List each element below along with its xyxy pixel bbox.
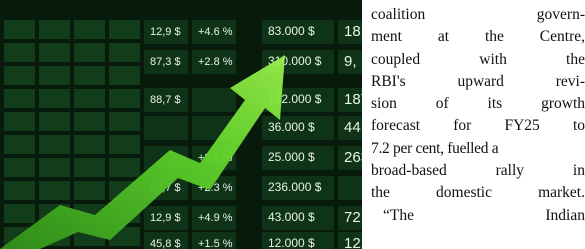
board-cell: [39, 158, 70, 177]
board-cell: [4, 112, 35, 131]
board-value: 43.000 $: [268, 210, 315, 224]
board-value: +2.8 %: [198, 56, 233, 68]
board-value: 9,: [344, 53, 357, 70]
board-cell: [74, 181, 105, 200]
board-value: 44,: [344, 119, 362, 136]
board-value: 236.000 $: [268, 180, 322, 194]
board-cell: [4, 43, 35, 62]
board-cell: [74, 158, 105, 177]
board-cell: [4, 158, 35, 177]
board-cell: [4, 66, 35, 85]
article-line: sion of its growth: [371, 93, 585, 115]
board-value: 12,9 $: [150, 212, 181, 224]
board-cell: [39, 66, 70, 85]
article-line: broad-based rally in: [371, 160, 585, 182]
board-cell: [192, 88, 236, 112]
board-value: 45,8 $: [150, 238, 181, 249]
board-cell: [109, 135, 140, 154]
board-cell: [4, 204, 35, 223]
board-value: 72,: [344, 209, 362, 226]
board-cell: [39, 181, 70, 200]
board-value: 25.000 $: [268, 150, 315, 164]
board-cell: [39, 89, 70, 108]
board-cell: [39, 43, 70, 62]
board-value: 187,: [344, 91, 362, 108]
article-line: 7.2 per cent, fuelled a: [371, 138, 585, 160]
board-cell: [74, 135, 105, 154]
article-line: coupled with the: [371, 49, 585, 71]
board-cell: [109, 20, 140, 39]
board-cell: [4, 181, 35, 200]
board-cell: [4, 20, 35, 39]
board-value: 88,7 $: [150, 94, 181, 106]
article-column: coalition govern-ment at the Centre,coup…: [371, 4, 585, 227]
article-line: RBI's upward revi-: [371, 71, 585, 93]
article-line: ment at the Centre,: [371, 26, 585, 48]
board-cell: [39, 135, 70, 154]
board-value: 36.000 $: [268, 120, 315, 134]
board-value: 18,: [344, 23, 362, 40]
board-cell: [144, 116, 188, 140]
board-value: 12.000 $: [268, 236, 315, 249]
board-value: 87,3 $: [150, 56, 181, 68]
board-value: +4.9 %: [198, 212, 233, 224]
board-cell: [74, 112, 105, 131]
board-cell: [4, 135, 35, 154]
board-value: 121,: [344, 235, 362, 249]
board-cell: [109, 89, 140, 108]
article-line: coalition govern-: [371, 4, 585, 26]
board-value: +4.6 %: [198, 26, 233, 38]
page: 12,9 $+4.6 %83.000 $18,87,3 $+2.8 %310.0…: [0, 0, 585, 249]
board-cell: [74, 89, 105, 108]
board-cell: [109, 158, 140, 177]
article-line: “The Indian: [371, 205, 585, 227]
board-cell: [39, 20, 70, 39]
stock-board-image: 12,9 $+4.6 %83.000 $18,87,3 $+2.8 %310.0…: [0, 0, 362, 249]
article-line: the domestic market.: [371, 182, 585, 204]
board-value: 12,9 $: [150, 26, 181, 38]
board-cell: [74, 43, 105, 62]
board-cell: [39, 112, 70, 131]
board-cell: [74, 20, 105, 39]
board-cell: [338, 176, 362, 200]
board-cell: [109, 43, 140, 62]
board-cell: [109, 112, 140, 131]
board-cell: [74, 66, 105, 85]
board-cell: [4, 89, 35, 108]
article-line: forecast for FY25 to: [371, 115, 585, 137]
board-value: +1.5 %: [198, 238, 233, 249]
board-cell: [109, 66, 140, 85]
board-value: 263,: [344, 149, 362, 166]
board-value: 83.000 $: [268, 24, 315, 38]
